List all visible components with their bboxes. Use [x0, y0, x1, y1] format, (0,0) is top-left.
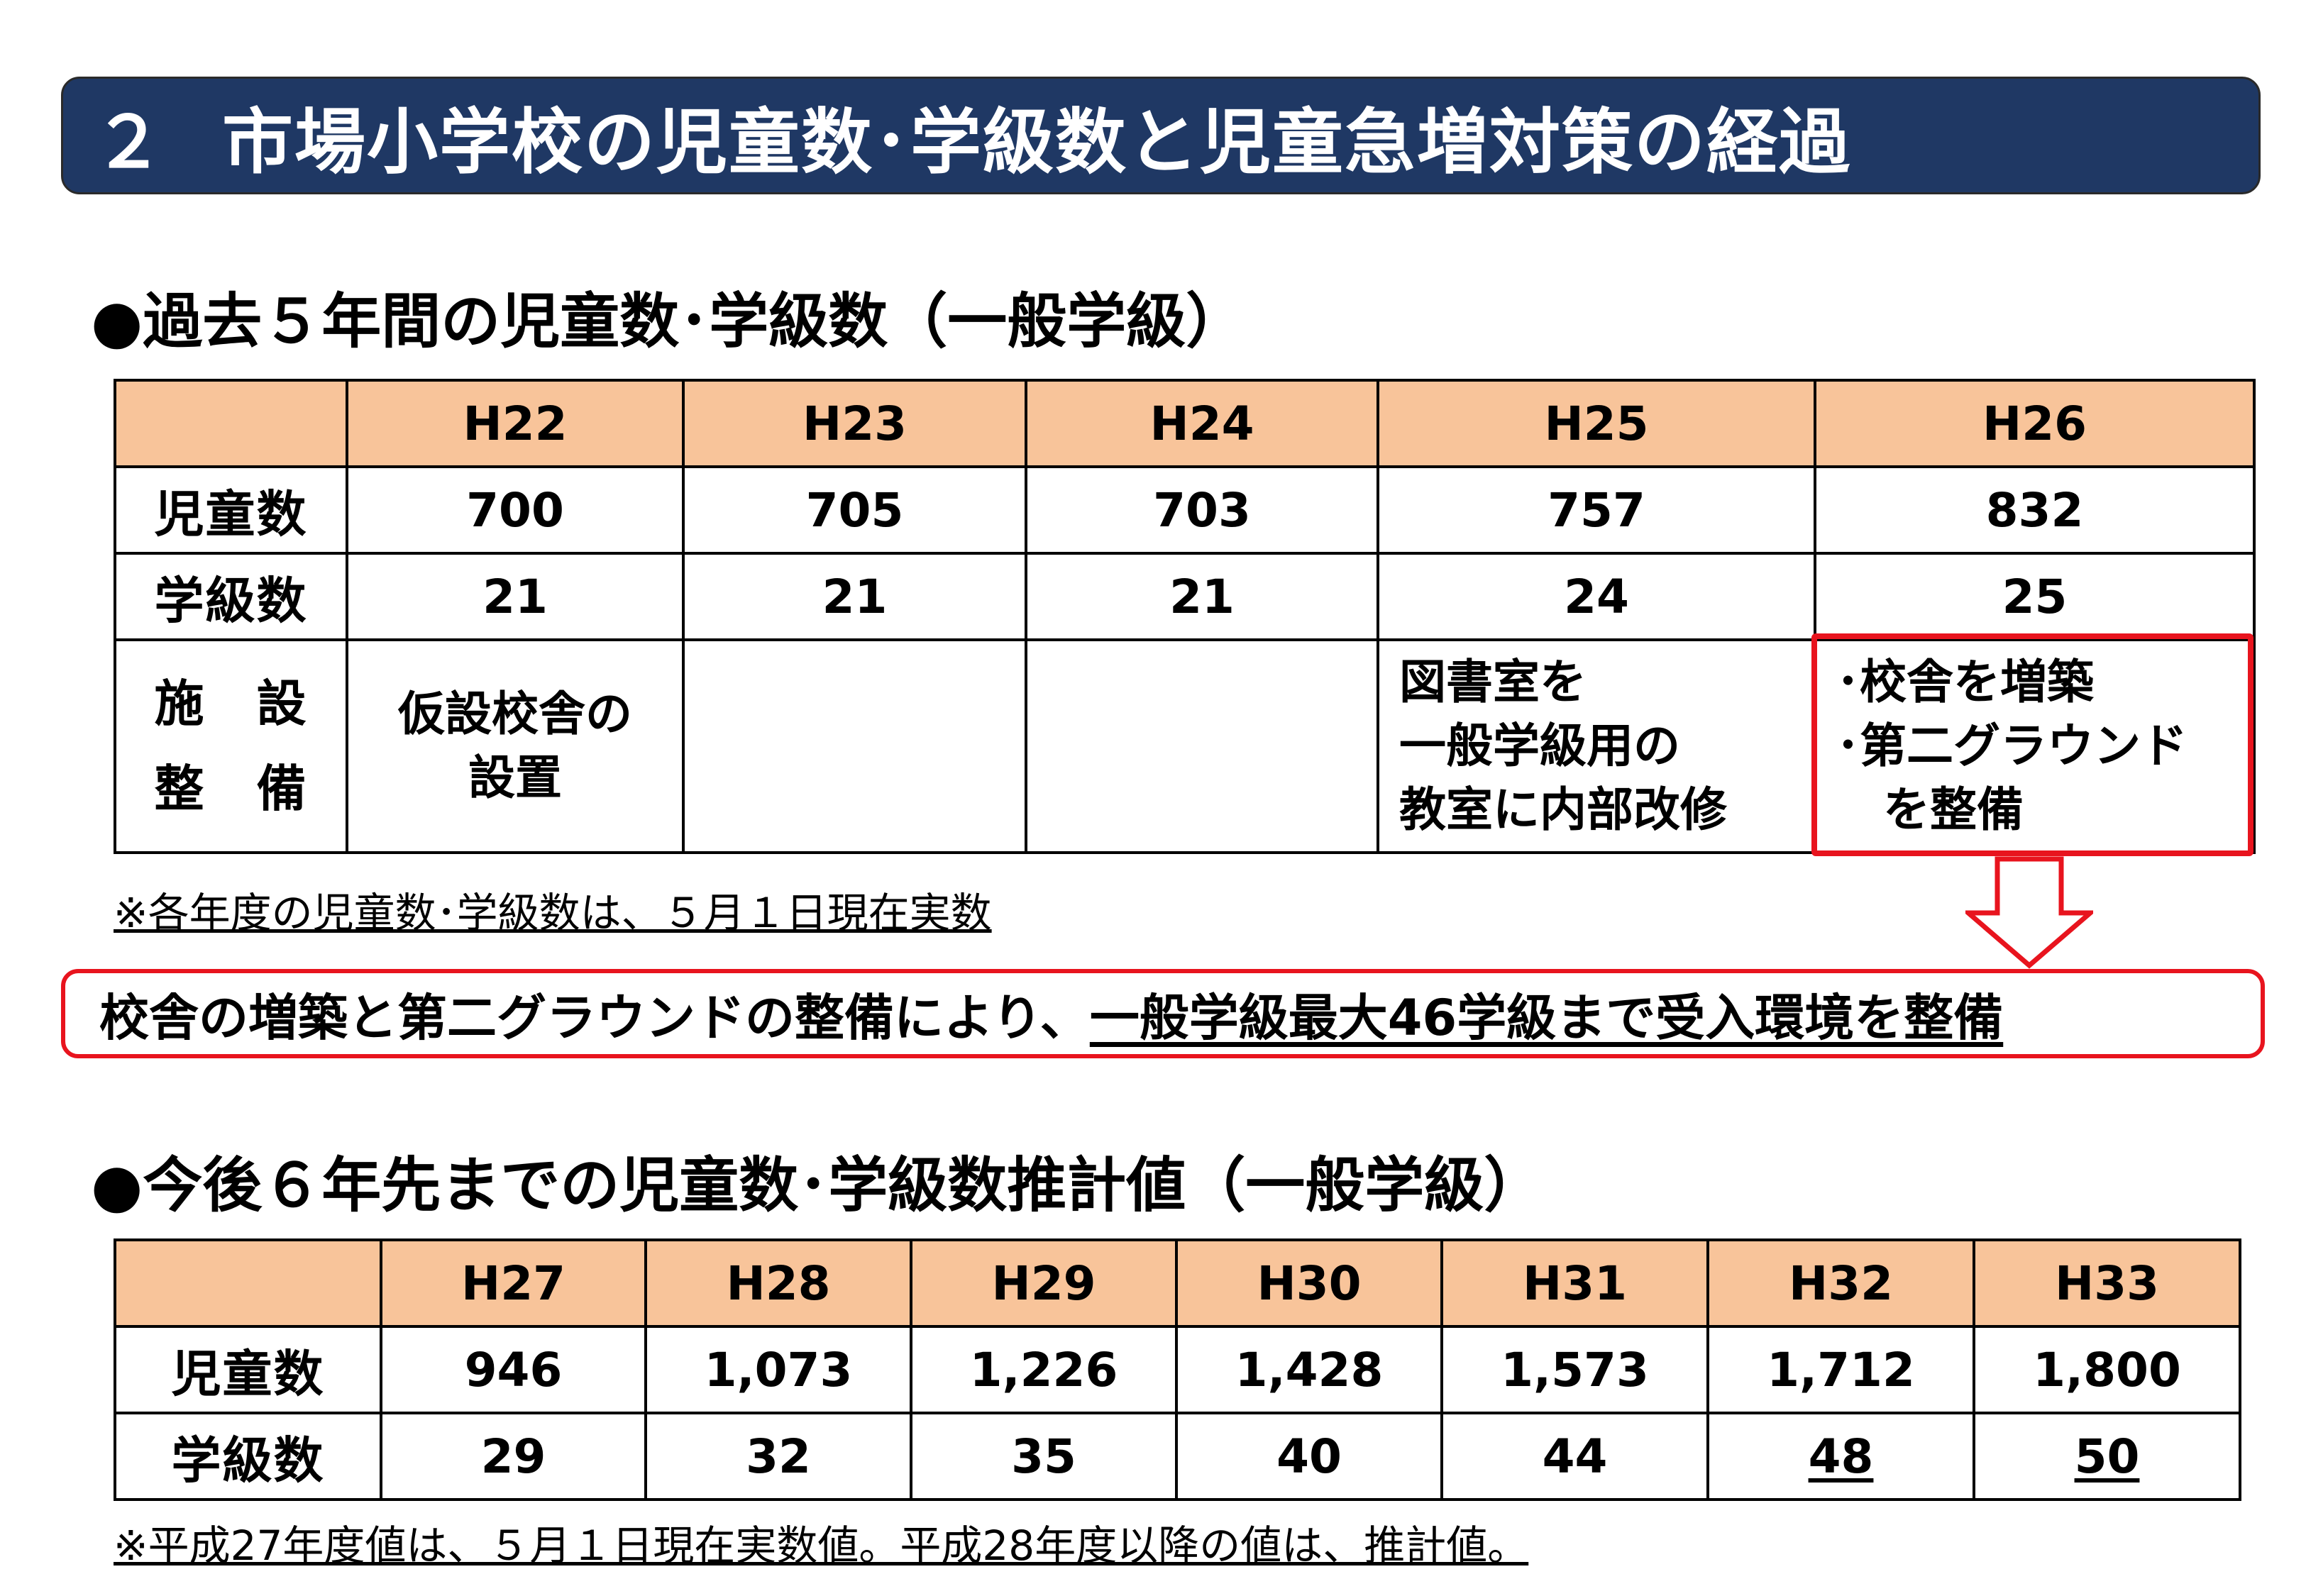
table-header-row: H22 H23 H24 H25 H26	[114, 379, 2256, 468]
table-cell: 24	[1377, 552, 1816, 641]
facility-text-line: 図書室を	[1399, 655, 1587, 709]
section2-heading: ●今後６年先までの児童数･学級数推計値（一般学級）	[91, 1151, 1544, 1220]
year-header: H30	[1175, 1238, 1443, 1328]
year-header: H23	[682, 379, 1027, 468]
table-cell: 757	[1377, 465, 1816, 555]
table-cell: 35	[910, 1412, 1178, 1501]
facility-cell-h24	[1025, 638, 1379, 854]
result-callout: 校舎の増築と第二グラウンドの整備により、 一般学級最大46学級まで受入環境を整備	[61, 969, 2265, 1058]
year-header: H33	[1973, 1238, 2241, 1328]
page-title: 市場小学校の児童数･学級数と児童急増対策の経過	[222, 100, 1851, 184]
year-header: H27	[380, 1238, 647, 1328]
table-cell: 703	[1025, 465, 1379, 555]
facility-cell-h22: 仮設校舎の 設置	[346, 638, 685, 854]
row-label-facility: 施 設 整 備	[114, 638, 348, 854]
year-header: H29	[910, 1238, 1178, 1328]
facility-label-line: 施 設	[154, 675, 308, 733]
section1-heading: ●過去５年間の児童数･学級数（一般学級）	[91, 287, 1246, 356]
underlined-value: 48	[1808, 1429, 1874, 1484]
year-header: H31	[1440, 1238, 1709, 1328]
table-cell: 700	[346, 465, 685, 555]
table-row: 学級数 29 32 35 40 44 48 50	[114, 1412, 2241, 1501]
table-cell-emphasis: 50	[1973, 1412, 2241, 1501]
row-label-students: 児童数	[114, 465, 348, 555]
facility-text-line: を整備	[1836, 782, 2024, 837]
section2-note: ※平成27年度値は、５月１日現在実数値。平成28年度以降の値は、推計値。	[114, 1522, 1529, 1570]
table-cell: 1,800	[1973, 1325, 2241, 1414]
row-label-classes: 学級数	[114, 552, 348, 641]
table-cell: 40	[1175, 1412, 1443, 1501]
facility-cell-h26: ･校舎を増築 ･第二グラウンド を整備	[1814, 638, 2256, 854]
table-cell: 25	[1814, 552, 2256, 641]
table-row: 学級数 21 21 21 24 25	[114, 552, 2256, 641]
facility-text-line: 仮設校舎の	[398, 687, 632, 741]
facility-cell-h23	[682, 638, 1027, 854]
table-cell: 1,712	[1706, 1325, 1975, 1414]
table-cell-emphasis: 48	[1706, 1412, 1975, 1501]
year-header: H24	[1025, 379, 1379, 468]
facility-text-line: ･校舎を増築	[1836, 655, 2094, 709]
past-enrollment-table: H22 H23 H24 H25 H26 児童数 700 705 703 757 …	[114, 379, 2256, 854]
table-cell: 946	[380, 1325, 647, 1414]
table-cell: 21	[1025, 552, 1379, 641]
table-cell: 1,428	[1175, 1325, 1443, 1414]
year-header: H25	[1377, 379, 1816, 468]
table-header-row: H27 H28 H29 H30 H31 H32 H33	[114, 1238, 2241, 1328]
table-row: 児童数 700 705 703 757 832	[114, 465, 2256, 555]
down-arrow-icon	[1965, 856, 2093, 969]
table-cell: 21	[346, 552, 685, 641]
facility-text-line: 一般学級用の	[1399, 719, 1680, 773]
table-cell: 832	[1814, 465, 2256, 555]
year-header: H22	[346, 379, 685, 468]
table-row: 児童数 946 1,073 1,226 1,428 1,573 1,712 1,…	[114, 1325, 2241, 1414]
table-cell: 1,073	[644, 1325, 912, 1414]
facility-text-line: 教室に内部改修	[1399, 782, 1727, 837]
table-cell: 1,226	[910, 1325, 1178, 1414]
facility-label-line: 整 備	[154, 760, 308, 818]
table-cell: 21	[682, 552, 1027, 641]
result-text: 校舎の増築と第二グラウンドの整備により、	[99, 988, 1090, 1047]
h26-highlight-box	[1811, 633, 2253, 856]
projected-enrollment-table: H27 H28 H29 H30 H31 H32 H33 児童数 946 1,07…	[114, 1238, 2241, 1501]
table-cell: 32	[644, 1412, 912, 1501]
facility-text-line: 設置	[468, 750, 562, 805]
year-header: H26	[1814, 379, 2256, 468]
section1-note: ※各年度の児童数･学級数は、５月１日現在実数	[114, 889, 992, 937]
table-row-facility: 施 設 整 備 仮設校舎の 設置 図書室を 一般学級用の 教室に内部改修 ･校舎…	[114, 638, 2256, 854]
facility-text-line: ･第二グラウンド	[1836, 719, 2188, 773]
table-cell: 1,573	[1440, 1325, 1709, 1414]
row-label-classes: 学級数	[114, 1412, 382, 1501]
title-number: ２	[93, 100, 165, 184]
row-label-students: 児童数	[114, 1325, 382, 1414]
facility-cell-h25: 図書室を 一般学級用の 教室に内部改修	[1377, 638, 1816, 854]
table-cell: 705	[682, 465, 1027, 555]
year-header: H32	[1706, 1238, 1975, 1328]
table-cell: 29	[380, 1412, 647, 1501]
year-header: H28	[644, 1238, 912, 1328]
header-corner	[114, 1238, 382, 1328]
result-text-emphasis: 一般学級最大46学級まで受入環境を整備	[1089, 988, 2004, 1047]
page-title-bar: ２ 市場小学校の児童数･学級数と児童急増対策の経過	[61, 77, 2261, 194]
table-cell: 44	[1440, 1412, 1709, 1501]
underlined-value: 50	[2074, 1429, 2140, 1484]
header-corner	[114, 379, 348, 468]
